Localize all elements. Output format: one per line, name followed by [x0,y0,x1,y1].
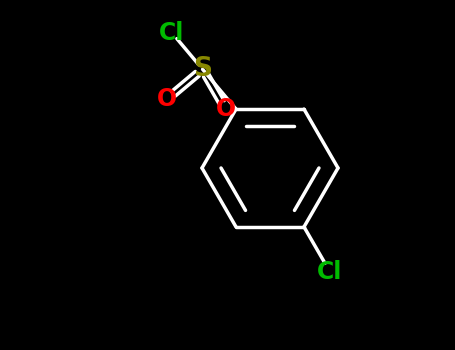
Text: O: O [216,97,236,121]
Text: S: S [193,56,212,82]
Text: Cl: Cl [159,21,184,44]
Text: Cl: Cl [317,260,343,284]
Text: O: O [157,87,177,111]
